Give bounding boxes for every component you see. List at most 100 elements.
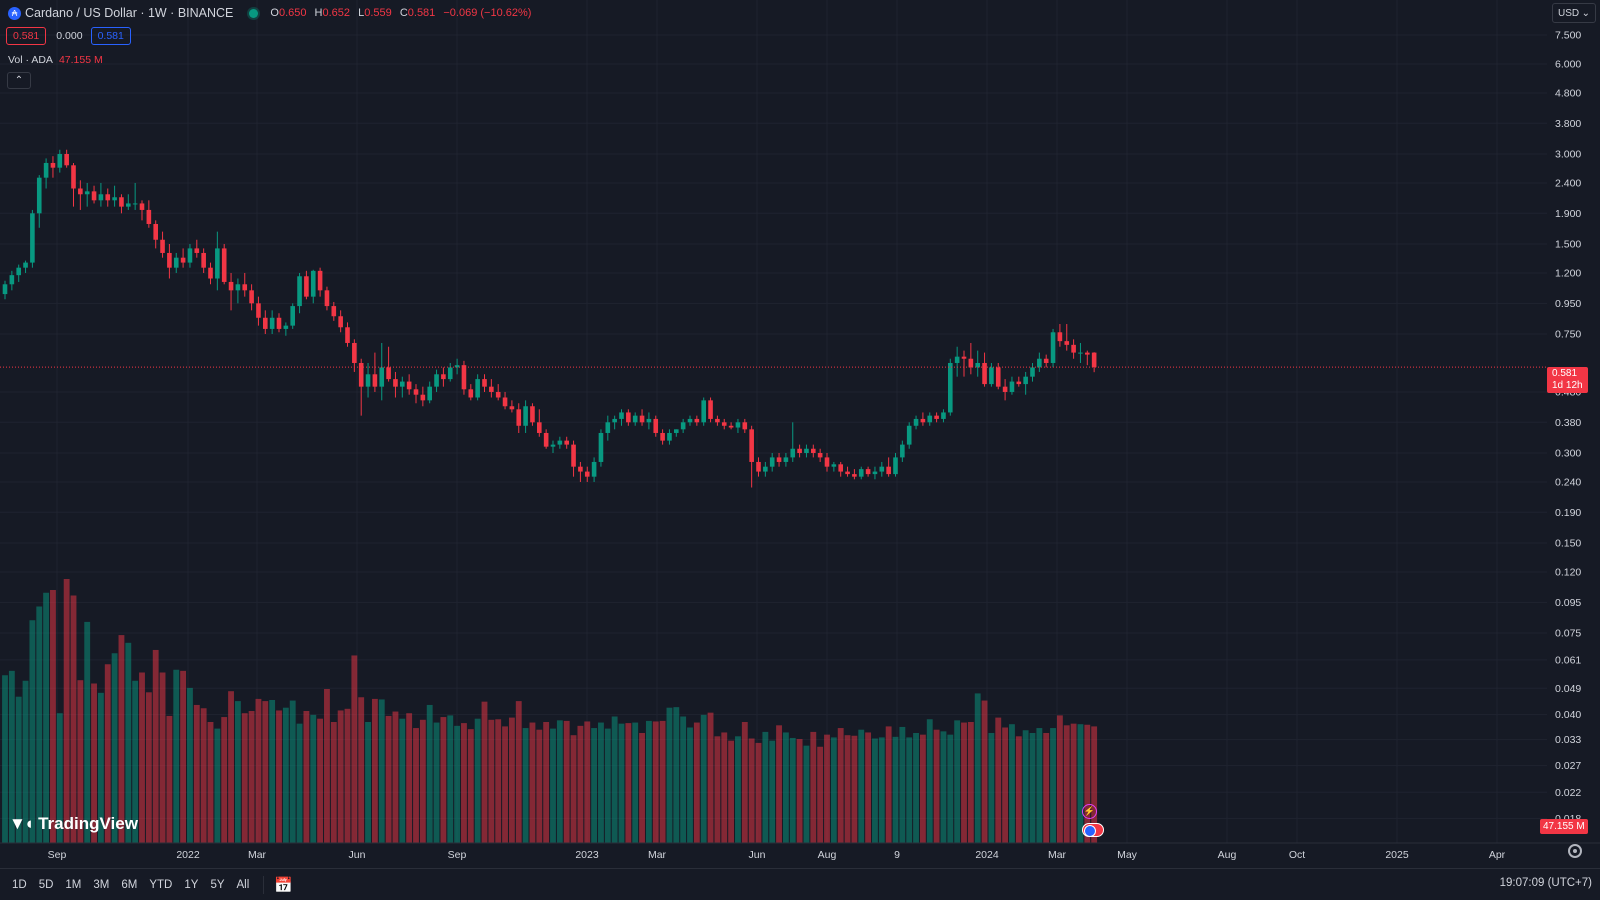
chevron-down-icon: ⌄ — [1581, 7, 1590, 19]
spread-value: 0.000 — [56, 30, 83, 42]
candle-body — [537, 422, 542, 433]
range-ytd-button[interactable]: YTD — [149, 878, 173, 891]
market-status-icon[interactable] — [249, 8, 259, 18]
range-5d-button[interactable]: 5D — [38, 878, 54, 891]
candle-body — [578, 466, 583, 472]
clock[interactable]: 19:07:09 (UTC+7) — [1499, 877, 1592, 889]
candle-body — [427, 386, 432, 401]
candle-body — [543, 432, 549, 447]
volume-value: 47.155 M — [58, 54, 103, 66]
candle-body — [338, 316, 343, 328]
volume-bar — [851, 735, 858, 843]
candle-body — [50, 162, 56, 168]
candle-body — [584, 471, 590, 477]
candle — [201, 248, 206, 273]
time-tick-label: Oct — [1289, 849, 1305, 861]
candle — [482, 374, 487, 392]
range-3m-button[interactable]: 3M — [93, 878, 110, 891]
us-flag-event-icon[interactable] — [1082, 823, 1104, 837]
range-all-button[interactable]: All — [236, 878, 250, 891]
volume-bar — [639, 733, 645, 843]
price-tick-label: 1.500 — [1555, 239, 1581, 251]
range-1d-button[interactable]: 1D — [12, 878, 27, 891]
volume-bar — [104, 664, 111, 843]
candle-body — [91, 191, 97, 201]
candle — [578, 461, 583, 482]
volume-legend[interactable]: Vol · ADA 47.155 M — [8, 54, 103, 66]
volume-bar — [269, 700, 276, 843]
lightning-event-icon[interactable]: ⚡ — [1082, 804, 1097, 819]
volume-bar — [666, 707, 673, 843]
gear-icon[interactable] — [1568, 844, 1582, 858]
candle — [763, 461, 768, 477]
range-1m-button[interactable]: 1M — [65, 878, 82, 891]
candle — [694, 415, 700, 426]
volume-bar — [584, 721, 591, 843]
candle-body — [228, 281, 234, 291]
candle-body — [858, 469, 864, 477]
candle — [406, 374, 412, 395]
volume-bars — [2, 579, 1098, 843]
candle — [495, 384, 501, 401]
currency-selector[interactable]: USD ⌄ — [1552, 3, 1596, 23]
volume-bar — [803, 745, 810, 843]
volume-bar — [70, 595, 77, 843]
candle-body — [468, 389, 474, 398]
candle — [660, 429, 665, 445]
time-axis[interactable]: Sep 2022 Mar Jun Sep 2023 Mar Jun Aug 9 2024 Mar May… — [0, 842, 1600, 861]
close-value: 0.581 — [407, 7, 436, 19]
range-5y-button[interactable]: 5Y — [210, 878, 225, 891]
candle-body — [201, 252, 206, 268]
buy-price-button[interactable]: 0.581 — [90, 27, 131, 45]
candle-body — [989, 367, 994, 385]
candle-body — [509, 406, 515, 410]
candle-body — [489, 386, 494, 392]
candle-body — [1016, 381, 1022, 385]
volume-bar — [570, 735, 577, 843]
volume-bar — [693, 722, 700, 843]
sell-price-button[interactable]: 0.581 — [6, 27, 47, 45]
open-value: 0.650 — [278, 7, 307, 19]
volume-bar — [282, 707, 289, 843]
tradingview-logo[interactable]: ▼◖ TradingView — [9, 814, 138, 834]
range-6m-button[interactable]: 6M — [121, 878, 138, 891]
volume-bar — [940, 731, 947, 843]
volume-bar — [22, 680, 29, 843]
volume-bar — [132, 680, 139, 843]
candle — [989, 362, 994, 387]
volume-bar — [371, 698, 378, 843]
candle — [804, 444, 809, 458]
price-axis[interactable]: 7.500 6.000 4.800 3.800 3.000 2.400 1.900 1.500… — [1555, 30, 1581, 825]
candle — [215, 231, 220, 291]
candle — [783, 453, 789, 467]
candle-body — [420, 394, 426, 401]
candle-body — [674, 429, 679, 433]
candle-body — [721, 422, 727, 426]
volume-bar — [399, 718, 406, 843]
candle-body — [1085, 352, 1090, 355]
candle-body — [256, 303, 261, 318]
volume-bar — [1091, 726, 1098, 843]
symbol-title[interactable]: Cardano / US Dollar · 1W · BINANCE — [25, 6, 234, 20]
candle-body — [57, 154, 63, 168]
candle-body — [763, 466, 768, 472]
volume-bar — [495, 719, 502, 843]
volume-bar — [310, 714, 317, 843]
range-1y-button[interactable]: 1Y — [184, 878, 199, 891]
candle — [208, 262, 213, 285]
candle — [701, 397, 706, 426]
candle — [242, 272, 248, 297]
volume-bar — [707, 712, 714, 843]
go-to-date-icon[interactable]: 📅 — [274, 876, 293, 894]
candle — [71, 162, 76, 207]
volume-bar — [180, 670, 187, 843]
volume-bar — [735, 736, 741, 843]
collapse-legend-button[interactable]: ⌃ — [7, 72, 31, 89]
volume-bar — [906, 737, 913, 843]
candle-body — [790, 448, 796, 458]
candle-body — [441, 374, 446, 380]
price-tick-label: 0.075 — [1555, 628, 1581, 640]
candle — [879, 461, 885, 477]
volume-bar — [954, 720, 961, 843]
